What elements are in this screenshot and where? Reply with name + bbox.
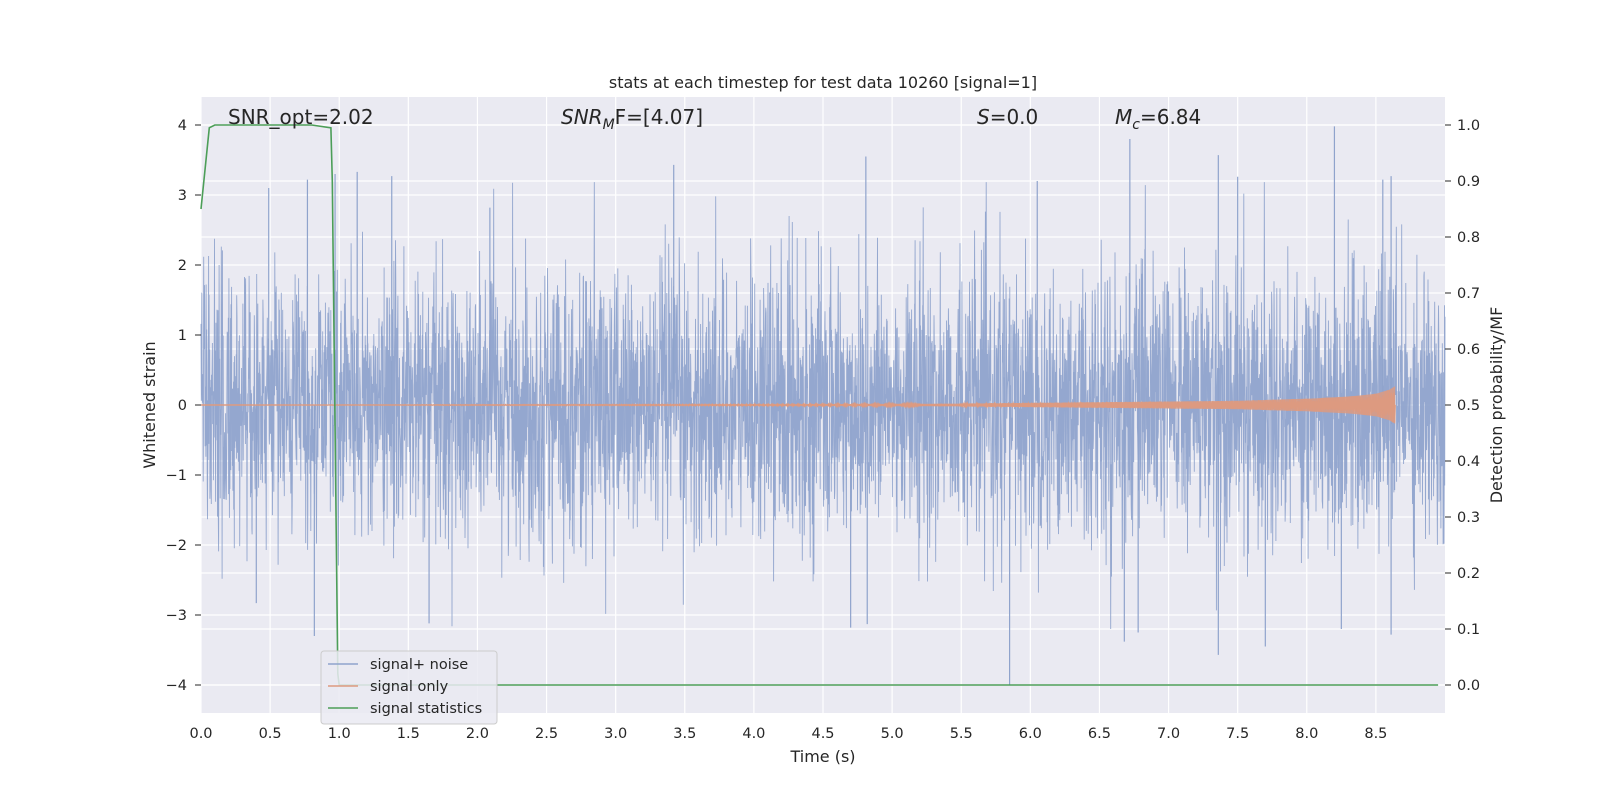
chart-title: stats at each timestep for test data 102… — [609, 73, 1037, 92]
snr-mf-main: SNR — [561, 105, 603, 129]
mc-main: M — [1115, 105, 1132, 129]
y2-tick-label: 0.1 — [1457, 622, 1480, 638]
mc-sub: c — [1132, 117, 1140, 133]
x-tick-label: 4.0 — [742, 726, 765, 742]
y2-tick-label: 0.4 — [1457, 454, 1480, 470]
x-tick-label: 5.5 — [950, 726, 973, 742]
legend-label-noise: signal+ noise — [370, 657, 468, 673]
x-tick-label: 6.5 — [1088, 726, 1111, 742]
x-tick-label: 8.5 — [1364, 726, 1387, 742]
x-tick-label: 5.0 — [881, 726, 904, 742]
y-tick-label: −4 — [166, 678, 187, 694]
signal-only-envelope — [201, 386, 1396, 424]
x-tick-label: 8.0 — [1295, 726, 1318, 742]
y2-tick-label: 0.3 — [1457, 510, 1480, 526]
y-tick-label: −2 — [166, 538, 187, 554]
annotation-snr-mf: SNRMF=[4.07] — [561, 105, 703, 133]
y2-tick-label: 0.0 — [1457, 678, 1480, 694]
y2-tick-label: 0.5 — [1457, 398, 1480, 414]
y2-tick-label: 0.6 — [1457, 342, 1480, 358]
tick-labels: 0.0 0.5 1.0 1.5 2.0 2.5 3.0 3.5 4.0 4.5 5.0 5.5 6.0 6… — [166, 118, 1480, 742]
legend-label-stats: signal statistics — [370, 701, 482, 717]
y2-axis-label: Detection probability/MF — [1487, 307, 1506, 504]
x-tick-label: 6.0 — [1019, 726, 1042, 742]
x-tick-label: 3.5 — [673, 726, 696, 742]
y-axis-label: Whitened strain — [140, 341, 159, 468]
y2-tick-label: 0.2 — [1457, 566, 1480, 582]
annotation-s: S=0.0 — [977, 105, 1038, 129]
x-tick-label: 7.5 — [1226, 726, 1249, 742]
y2-tick-label: 1.0 — [1457, 118, 1480, 134]
y2-tick-label: 0.7 — [1457, 286, 1480, 302]
annotation-mc: Mc=6.84 — [1115, 105, 1201, 133]
x-tick-label: 4.5 — [811, 726, 834, 742]
x-tick-label: 3.0 — [604, 726, 627, 742]
x-tick-label: 0.5 — [259, 726, 282, 742]
signal-noise-series — [200, 126, 1446, 685]
x-tick-label: 7.0 — [1157, 726, 1180, 742]
legend-box — [320, 650, 498, 725]
y-tick-label: −1 — [166, 468, 187, 484]
x-tick-label: 0.0 — [189, 726, 212, 742]
snr-mf-rest: F=[4.07] — [615, 105, 703, 129]
x-tick-label: 1.0 — [328, 726, 351, 742]
y-tick-label: 2 — [178, 258, 187, 274]
mc-rest: =6.84 — [1140, 105, 1201, 129]
y-tick-label: 3 — [178, 188, 187, 204]
y-tick-label: 1 — [178, 328, 187, 344]
annotation-snr-opt: SNR_opt=2.02 — [228, 105, 374, 129]
x-tick-label: 2.0 — [466, 726, 489, 742]
y-tick-label: −3 — [166, 608, 187, 624]
x-tick-label: 2.5 — [535, 726, 558, 742]
s-rest: =0.0 — [990, 105, 1039, 129]
signal-only-series — [201, 386, 1396, 424]
x-axis-label: Time (s) — [789, 747, 855, 766]
y2-tick-label: 0.9 — [1457, 174, 1480, 190]
y2-tick-label: 0.8 — [1457, 230, 1480, 246]
s-main: S — [977, 105, 990, 129]
y-tick-label: 4 — [178, 118, 187, 134]
snr-mf-sub: M — [603, 117, 615, 133]
x-tick-label: 1.5 — [397, 726, 420, 742]
y-tick-label: 0 — [178, 398, 187, 414]
legend-label-signal: signal only — [370, 679, 449, 695]
legend: signal+ noise signal only signal statist… — [320, 650, 498, 725]
